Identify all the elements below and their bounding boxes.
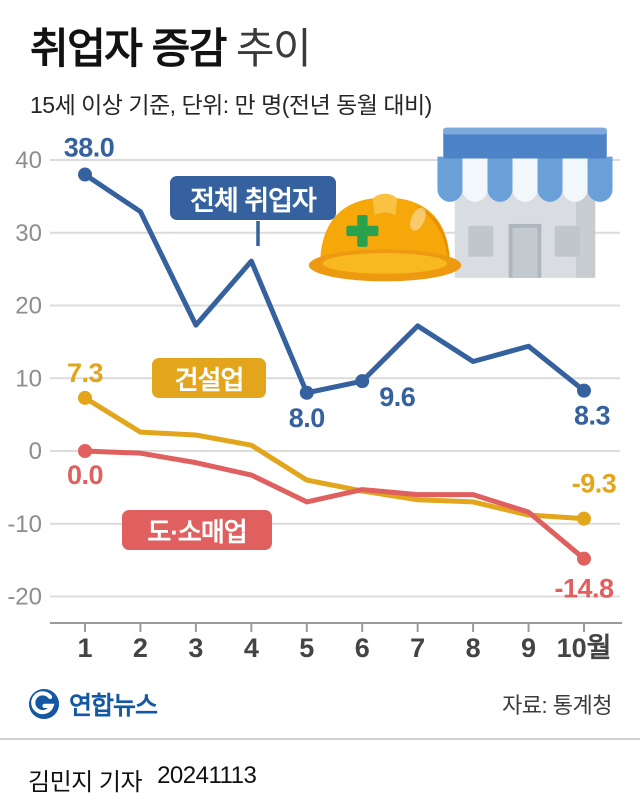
- brand: 연합뉴스: [28, 686, 158, 722]
- svg-text:6: 6: [355, 633, 370, 663]
- divider: [0, 738, 640, 741]
- legend-badge-total-employed: 전체 취업자: [170, 176, 336, 221]
- svg-text:9.6: 9.6: [379, 382, 416, 412]
- svg-text:9: 9: [521, 633, 536, 663]
- svg-text:8.3: 8.3: [574, 401, 611, 431]
- svg-text:-14.8: -14.8: [554, 574, 614, 604]
- employment-line-chart: 40 30 20 10 0 -10 -20 1 2 3 4 5 6 7 8 9 10월 38.0 8.0 9.6 8.3…: [7, 133, 622, 663]
- awning: [437, 156, 613, 203]
- reporter-name: 김민지 기자: [28, 769, 143, 797]
- data-source: 자료: 통계청: [502, 693, 612, 719]
- svg-text:2: 2: [133, 633, 148, 663]
- svg-text:10월: 10월: [557, 633, 612, 663]
- svg-text:8.0: 8.0: [289, 403, 325, 433]
- svg-text:7: 7: [410, 633, 425, 663]
- byline: 김민지 기자 20241113: [0, 740, 640, 797]
- svg-text:0.0: 0.0: [67, 460, 103, 490]
- yonhap-logo-icon: [28, 689, 60, 720]
- svg-text:0: 0: [29, 438, 42, 465]
- title-light: 추이: [235, 25, 312, 72]
- legend-badge-retail: 도·소매업: [122, 510, 272, 551]
- store-icon: [437, 127, 613, 279]
- title-strong: 취업자 증감: [30, 25, 227, 72]
- chart-area: 40 30 20 10 0 -10 -20 1 2 3 4 5 6 7 8 9 10월 38.0 8.0 9.6 8.3…: [0, 127, 640, 678]
- chart-subtitle: 15세 이상 기준, 단위: 만 명(전년 동월 대비): [30, 92, 432, 119]
- hard-hat-icon: [308, 193, 462, 282]
- svg-text:40: 40: [15, 147, 42, 174]
- svg-text:38.0: 38.0: [64, 133, 115, 163]
- svg-text:-9.3: -9.3: [572, 469, 617, 499]
- svg-text:30: 30: [15, 220, 42, 247]
- report-date: 20241113: [157, 762, 257, 790]
- legend-badge-construction: 건설업: [152, 358, 266, 399]
- svg-text:7.3: 7.3: [67, 358, 104, 388]
- page-title: 취업자 증감 추이: [30, 25, 610, 72]
- svg-text:8: 8: [466, 633, 481, 663]
- svg-text:3: 3: [188, 633, 203, 663]
- brand-name: 연합뉴스: [69, 692, 158, 721]
- svg-text:-20: -20: [7, 584, 42, 611]
- svg-text:20: 20: [15, 293, 42, 320]
- svg-text:-10: -10: [7, 511, 42, 538]
- svg-text:4: 4: [244, 633, 259, 663]
- header: 취업자 증감 추이 15세 이상 기준, 단위: 만 명(전년 동월 대비): [0, 0, 640, 120]
- footer: 연합뉴스 자료: 통계청: [0, 678, 640, 722]
- svg-text:10: 10: [15, 365, 42, 392]
- svg-text:1: 1: [77, 633, 92, 663]
- svg-text:5: 5: [299, 633, 314, 663]
